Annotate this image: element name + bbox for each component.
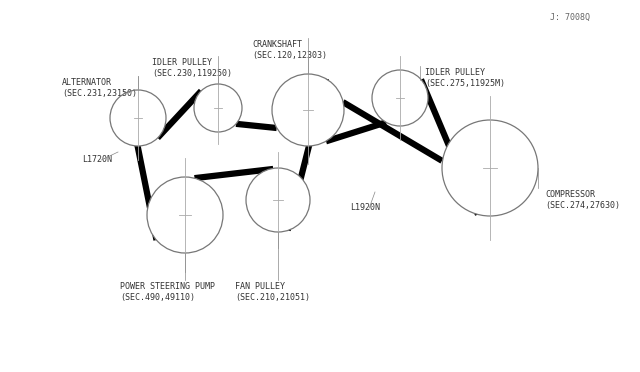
Circle shape bbox=[147, 177, 223, 253]
Text: COMPRESSOR
(SEC.274,27630): COMPRESSOR (SEC.274,27630) bbox=[545, 190, 620, 210]
Circle shape bbox=[194, 84, 242, 132]
Text: CRANKSHAFT
(SEC.120,12303): CRANKSHAFT (SEC.120,12303) bbox=[252, 40, 327, 60]
Text: J: 7008Q: J: 7008Q bbox=[550, 13, 590, 22]
Circle shape bbox=[442, 120, 538, 216]
Text: L1720N: L1720N bbox=[82, 155, 112, 164]
Circle shape bbox=[110, 90, 166, 146]
Text: L1920N: L1920N bbox=[350, 203, 380, 212]
Text: IDLER PULLEY
(SEC.275,11925M): IDLER PULLEY (SEC.275,11925M) bbox=[425, 68, 505, 88]
Text: ALTERNATOR
(SEC.231,23150): ALTERNATOR (SEC.231,23150) bbox=[62, 78, 137, 98]
Text: FAN PULLEY
(SEC.210,21051): FAN PULLEY (SEC.210,21051) bbox=[235, 282, 310, 302]
Circle shape bbox=[246, 168, 310, 232]
Circle shape bbox=[272, 74, 344, 146]
Text: IDLER PULLEY
(SEC.230,119250): IDLER PULLEY (SEC.230,119250) bbox=[152, 58, 232, 78]
Text: POWER STEERING PUMP
(SEC.490,49110): POWER STEERING PUMP (SEC.490,49110) bbox=[120, 282, 215, 302]
Circle shape bbox=[372, 70, 428, 126]
